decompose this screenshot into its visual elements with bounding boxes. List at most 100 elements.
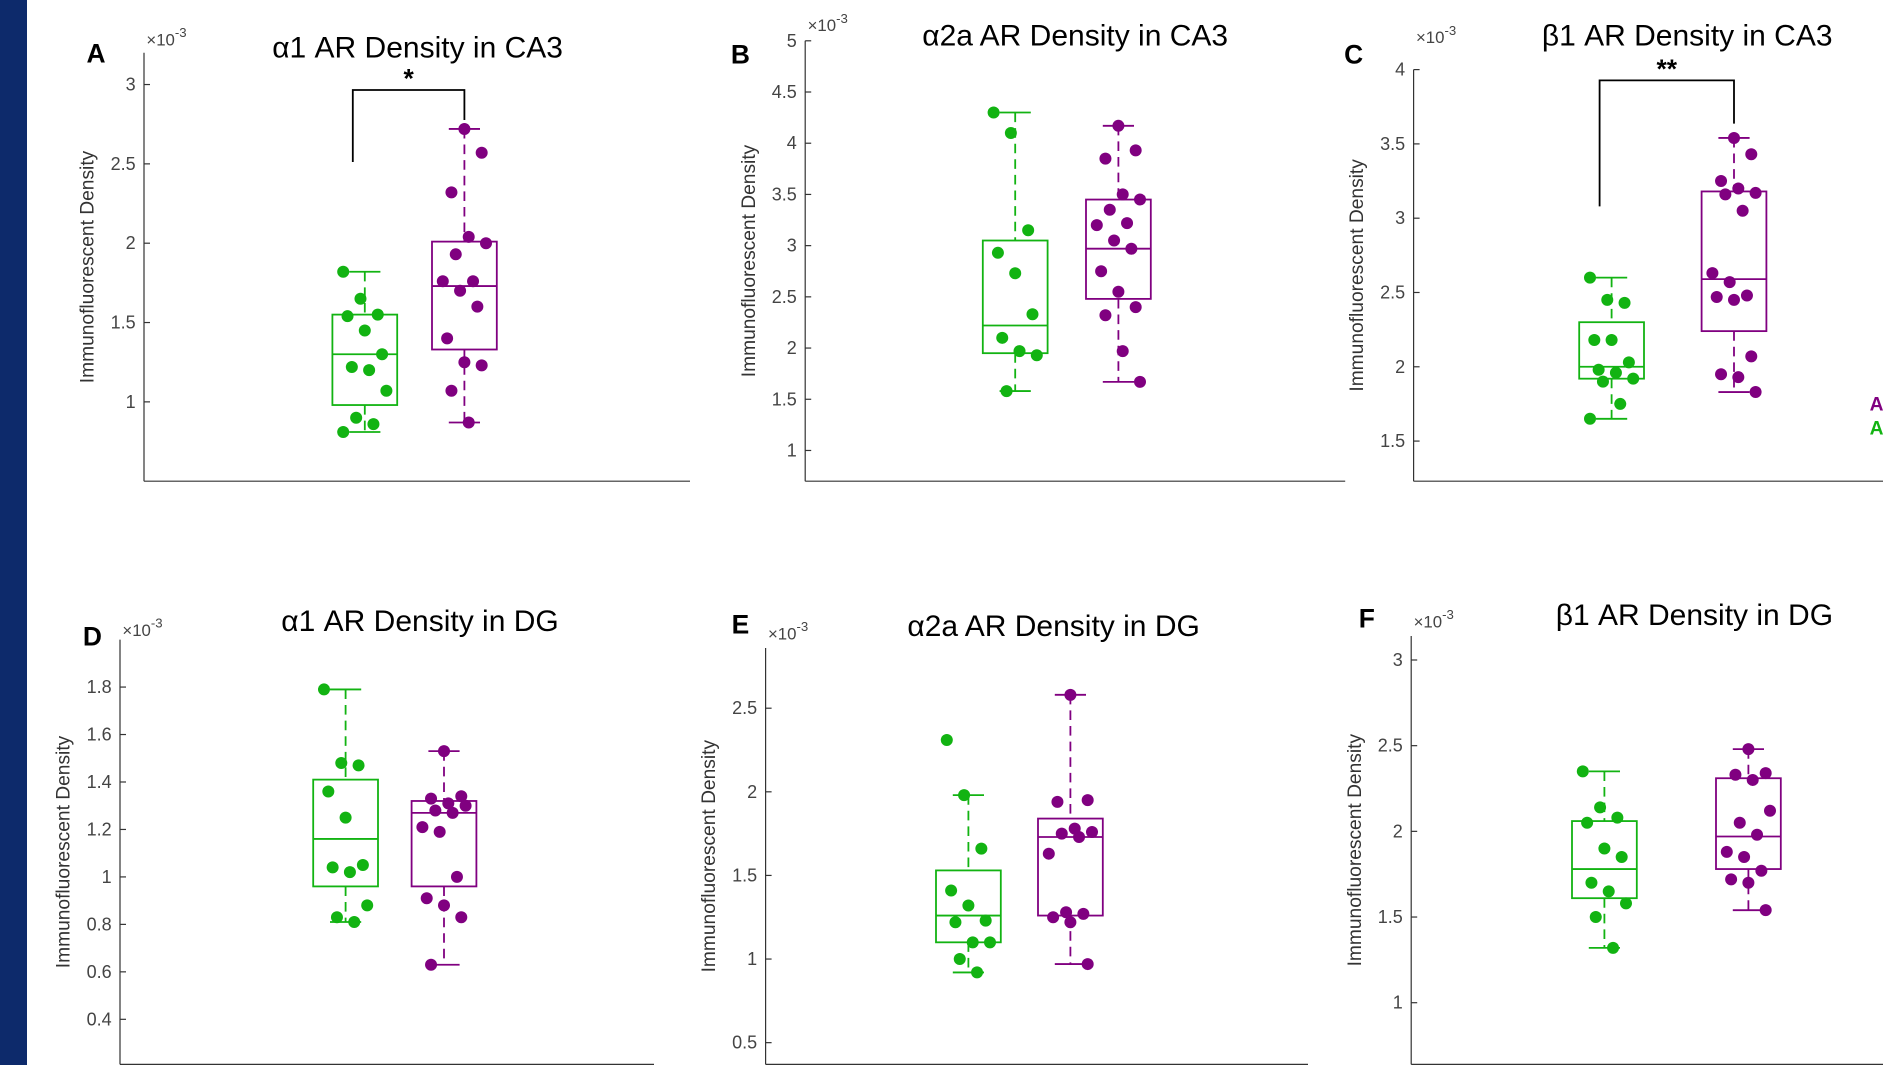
data-point — [1000, 385, 1013, 398]
data-point — [1611, 811, 1624, 824]
data-point — [1627, 372, 1640, 385]
y-tick-label: 1.2 — [87, 819, 112, 839]
data-point — [1720, 845, 1733, 858]
data-point — [458, 356, 471, 369]
data-point — [343, 866, 356, 879]
multiplier-exponent: -3 — [797, 619, 809, 634]
y-tick-label: 1.5 — [1380, 431, 1405, 451]
y-tick-label: 3 — [1395, 208, 1405, 228]
data-point — [449, 248, 462, 261]
y-tick-label: 2 — [126, 233, 136, 253]
data-point — [441, 332, 454, 345]
data-point — [1622, 356, 1635, 369]
data-point — [979, 914, 992, 927]
data-point — [1594, 801, 1607, 814]
data-point — [326, 861, 339, 874]
multiplier-exponent: -3 — [836, 11, 848, 26]
data-point — [1121, 217, 1134, 230]
data-point — [1077, 907, 1090, 920]
data-point — [949, 916, 962, 929]
data-point — [1589, 911, 1602, 924]
data-point — [471, 300, 484, 313]
data-point — [459, 799, 472, 812]
box — [431, 240, 498, 351]
data-point — [322, 785, 335, 798]
y-tick-label: 0.6 — [87, 962, 112, 982]
data-point — [1746, 773, 1759, 786]
data-point — [1620, 897, 1633, 910]
panel-label: B — [731, 40, 750, 70]
data-point — [1047, 911, 1060, 924]
data-point — [1081, 958, 1094, 971]
data-point — [467, 275, 480, 288]
data-point — [1112, 119, 1125, 132]
y-tick-label: 2.5 — [732, 698, 757, 718]
y-axis-label: Immunofluorescent Density — [1347, 159, 1368, 392]
data-point — [455, 911, 468, 924]
data-point — [436, 275, 449, 288]
data-point — [966, 936, 979, 949]
y-tick-label: 3.5 — [772, 184, 797, 204]
y-tick-label: 1.5 — [772, 389, 797, 409]
data-point — [1615, 851, 1628, 864]
data-point — [1745, 148, 1758, 161]
data-point — [1585, 876, 1598, 889]
data-point — [996, 331, 1009, 344]
y-tick-label: 1.4 — [87, 772, 112, 792]
data-point — [1592, 363, 1605, 376]
y-tick-label: 0.8 — [87, 914, 112, 934]
data-point — [1732, 182, 1745, 195]
data-point — [971, 966, 984, 979]
data-point — [1004, 126, 1017, 139]
significance-bracket — [1598, 79, 1735, 207]
significance-bracket — [351, 89, 466, 163]
y-tick-label: 2.5 — [1380, 282, 1405, 302]
data-point — [335, 757, 348, 770]
data-point — [345, 360, 358, 373]
multiplier-exponent: -3 — [1442, 607, 1454, 622]
y-axis-label: Immunofluorescent Density — [699, 740, 720, 973]
data-point — [462, 416, 475, 429]
data-point — [371, 308, 384, 321]
y-tick-label: 4.5 — [772, 82, 797, 102]
data-point — [1129, 301, 1142, 314]
data-point — [1759, 904, 1772, 917]
data-point — [987, 106, 1000, 119]
y-tick-label: 3.5 — [1380, 134, 1405, 154]
data-point — [1738, 851, 1751, 864]
panel-label: A — [86, 38, 105, 68]
data-point — [318, 683, 330, 696]
data-point — [361, 899, 374, 912]
multiplier-exponent: -3 — [1445, 23, 1457, 38]
panel-label: C — [1344, 40, 1363, 70]
data-point — [1588, 334, 1601, 347]
data-point — [358, 324, 371, 337]
axis-multiplier: ×10-3 — [808, 11, 848, 35]
data-point — [1576, 765, 1589, 778]
y-tick-label: 1.5 — [732, 865, 757, 885]
data-point — [416, 821, 429, 834]
data-point — [339, 811, 352, 824]
data-point — [1618, 296, 1631, 309]
data-point — [1742, 743, 1755, 756]
axis-multiplier: ×10-3 — [1416, 23, 1456, 47]
data-point — [1749, 186, 1762, 199]
data-point — [420, 892, 433, 905]
data-point — [356, 859, 369, 872]
y-tick-label: 2.5 — [1378, 736, 1403, 756]
y-tick-label: 1 — [102, 867, 112, 887]
data-point — [1751, 828, 1764, 841]
data-point — [480, 237, 493, 250]
panel-label: D — [83, 622, 102, 652]
data-point — [1086, 825, 1098, 838]
y-tick-label: 1.5 — [1378, 907, 1403, 927]
data-point — [363, 364, 376, 377]
data-point — [1723, 276, 1736, 289]
y-axis-label: Immunofluorescent Density — [739, 144, 760, 377]
data-point — [1749, 386, 1762, 399]
data-point — [1710, 290, 1723, 303]
data-point — [1715, 175, 1728, 188]
data-point — [1030, 349, 1043, 362]
